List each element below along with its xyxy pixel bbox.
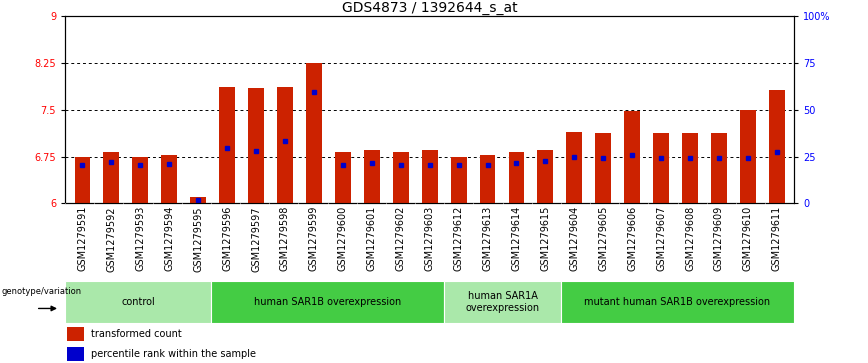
Bar bbox=[595, 134, 611, 203]
Bar bbox=[682, 134, 698, 203]
Text: human SAR1B overexpression: human SAR1B overexpression bbox=[254, 297, 401, 307]
Bar bbox=[450, 156, 466, 203]
Text: genotype/variation: genotype/variation bbox=[1, 287, 82, 296]
Bar bbox=[65, 281, 211, 323]
Bar bbox=[211, 281, 444, 323]
Bar bbox=[68, 347, 84, 361]
Bar bbox=[75, 156, 90, 203]
Bar bbox=[161, 155, 177, 203]
Bar bbox=[103, 152, 119, 203]
Bar bbox=[190, 197, 206, 203]
Bar bbox=[68, 327, 84, 341]
Bar bbox=[653, 134, 669, 203]
Text: transformed count: transformed count bbox=[91, 329, 182, 339]
Bar bbox=[132, 156, 148, 203]
Bar bbox=[509, 152, 524, 203]
Bar bbox=[306, 63, 322, 203]
Bar bbox=[444, 281, 561, 323]
Bar bbox=[769, 90, 785, 203]
Bar bbox=[711, 133, 727, 203]
Bar bbox=[219, 87, 235, 203]
Text: mutant human SAR1B overexpression: mutant human SAR1B overexpression bbox=[584, 297, 771, 307]
Text: human SAR1A
overexpression: human SAR1A overexpression bbox=[465, 291, 540, 313]
Text: control: control bbox=[122, 297, 155, 307]
Text: percentile rank within the sample: percentile rank within the sample bbox=[91, 349, 256, 359]
Bar bbox=[624, 111, 640, 203]
Bar bbox=[537, 150, 553, 203]
Bar bbox=[740, 110, 756, 203]
Bar bbox=[335, 152, 351, 203]
Bar bbox=[561, 281, 794, 323]
Bar bbox=[248, 88, 264, 203]
Bar bbox=[364, 150, 379, 203]
Bar bbox=[422, 150, 437, 203]
Bar bbox=[479, 155, 496, 203]
Bar bbox=[392, 152, 409, 203]
Bar bbox=[566, 132, 582, 203]
Title: GDS4873 / 1392644_s_at: GDS4873 / 1392644_s_at bbox=[342, 1, 517, 15]
Bar bbox=[277, 87, 293, 203]
